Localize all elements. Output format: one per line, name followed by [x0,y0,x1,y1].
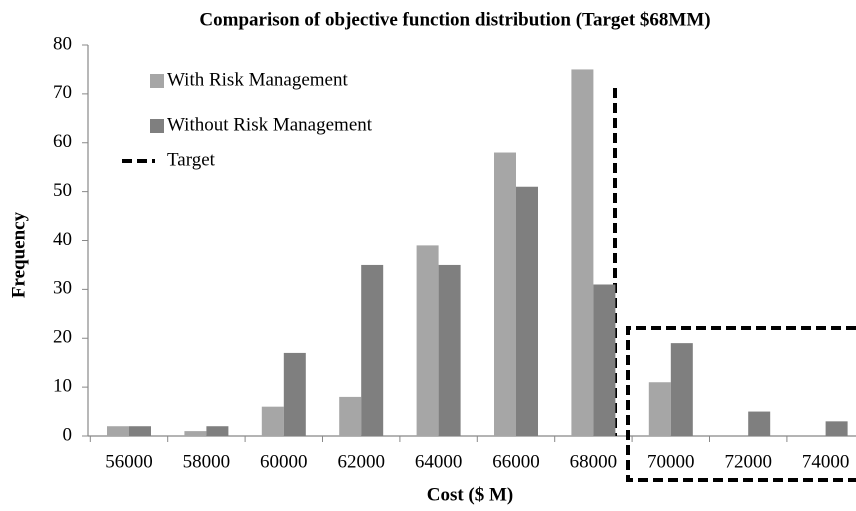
chart-title: Comparison of objective function distrib… [199,9,710,30]
bar [494,152,516,436]
legend-label: Without Risk Management [167,114,373,135]
x-tick-label: 60000 [260,451,308,472]
x-tick-label: 74000 [802,451,850,472]
bar [516,186,538,436]
legend-swatch [150,119,164,133]
y-tick-label: 50 [53,180,72,201]
bar [670,343,693,436]
y-tick-label: 40 [53,229,72,250]
y-tick-label: 0 [63,424,73,445]
bar [438,264,461,436]
bar [748,411,771,436]
bar [593,284,616,436]
bar [206,426,229,436]
y-tick-label: 60 [53,131,72,152]
x-tick-label: 64000 [415,451,463,472]
x-tick-label: 72000 [724,451,772,472]
bar [416,245,439,436]
bar [107,426,129,436]
y-tick-label: 20 [53,327,72,348]
bar [361,264,384,436]
x-tick-label: 58000 [183,451,231,472]
legend-target-label: Target [167,149,216,170]
bar [571,69,594,436]
bar [825,421,848,436]
y-tick-label: 30 [53,278,72,299]
bar [129,426,151,436]
y-axis-title: Frequency [8,211,29,298]
bar [283,352,306,436]
legend-swatch [150,74,164,88]
y-tick-label: 80 [53,33,72,54]
highlight-box [626,326,856,482]
bar [184,431,207,436]
x-tick-label: 56000 [105,451,153,472]
legend-label: With Risk Management [167,69,348,90]
bar [261,406,284,436]
x-tick-label: 62000 [337,451,385,472]
x-tick-label: 66000 [492,451,540,472]
y-tick-label: 70 [53,82,72,103]
bar [648,382,671,436]
x-tick-label: 68000 [570,451,618,472]
x-tick-label: 70000 [647,451,695,472]
x-axis-title: Cost ($ M) [427,484,514,505]
bar [339,396,362,436]
y-tick-label: 10 [53,375,72,396]
